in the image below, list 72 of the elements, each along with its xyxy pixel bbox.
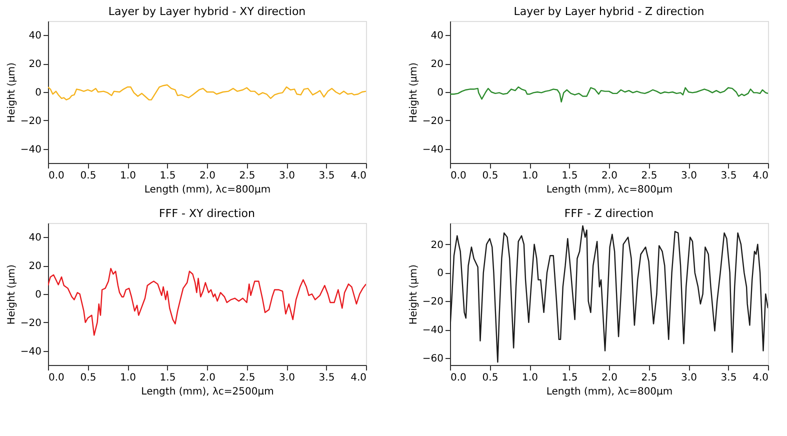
line-series bbox=[450, 225, 768, 363]
y-tick-label: −20 bbox=[20, 318, 42, 329]
y-axis-title: Height (µm) bbox=[6, 264, 18, 325]
x-tick-label: 3.5 bbox=[720, 372, 737, 384]
x-tick-label: 2.0 bbox=[602, 372, 618, 384]
y-tick-label: −20 bbox=[422, 116, 444, 127]
x-tick-label: 0.0 bbox=[48, 170, 64, 182]
y-tick-label: 0 bbox=[437, 88, 444, 98]
x-tick-label: 2.5 bbox=[239, 170, 256, 182]
chart-title: FFF - XY direction bbox=[159, 207, 255, 220]
x-tick-label: 4.0 bbox=[752, 372, 768, 384]
y-tick-label: −40 bbox=[422, 325, 444, 336]
x-axis-title: Length (mm), λc=800µm bbox=[546, 184, 673, 196]
y-tick-label: 20 bbox=[430, 59, 444, 70]
x-tick-label: 1.0 bbox=[522, 372, 538, 384]
x-tick-label: 1.5 bbox=[562, 372, 578, 384]
x-tick-label: 2.5 bbox=[239, 372, 256, 384]
y-tick-label: 40 bbox=[28, 30, 42, 42]
x-tick-label: 0.0 bbox=[450, 170, 466, 182]
x-tick-label: 2.5 bbox=[641, 372, 658, 384]
y-tick-label: 20 bbox=[430, 240, 444, 251]
x-tick-label: 0.5 bbox=[80, 170, 96, 182]
x-tick-label: 4.0 bbox=[350, 170, 366, 182]
x-tick-label: 3.0 bbox=[279, 170, 295, 182]
x-tick-label: 1.5 bbox=[160, 372, 176, 384]
x-tick-label: 4.0 bbox=[350, 372, 366, 384]
x-tick-label: 2.0 bbox=[200, 372, 216, 384]
x-tick-label: 0.5 bbox=[482, 170, 498, 182]
x-tick-label: 4.0 bbox=[752, 170, 768, 182]
chart-title: Layer by Layer hybrid - Z direction bbox=[514, 5, 704, 18]
x-tick-label: 0.0 bbox=[450, 372, 466, 384]
y-tick-label: −20 bbox=[422, 296, 444, 308]
y-tick-label: −40 bbox=[20, 144, 42, 156]
y-tick-label: 20 bbox=[28, 59, 42, 70]
y-tick-label: −40 bbox=[20, 346, 42, 358]
y-tick-label: −40 bbox=[422, 144, 444, 156]
x-tick-label: 1.5 bbox=[562, 170, 578, 182]
x-tick-label: 1.0 bbox=[120, 372, 136, 384]
line-series bbox=[48, 268, 366, 336]
x-axis-title: Length (mm), λc=800µm bbox=[144, 184, 271, 196]
x-tick-label: 0.0 bbox=[48, 372, 64, 384]
y-tick-label: 40 bbox=[430, 30, 444, 42]
x-axis-title: Length (mm), λc=2500µm bbox=[141, 386, 274, 398]
y-tick-label: 0 bbox=[437, 268, 444, 280]
x-tick-label: 3.5 bbox=[318, 372, 335, 384]
y-axis-title: Height (µm) bbox=[408, 62, 420, 123]
x-tick-label: 2.5 bbox=[641, 170, 658, 182]
x-tick-label: 3.0 bbox=[681, 170, 697, 182]
x-tick-label: 0.5 bbox=[482, 372, 498, 384]
line-series bbox=[450, 86, 768, 103]
x-tick-label: 2.0 bbox=[602, 170, 618, 182]
x-tick-label: 1.0 bbox=[120, 170, 136, 182]
y-tick-label: 40 bbox=[28, 232, 42, 244]
x-tick-label: 3.0 bbox=[681, 372, 697, 384]
x-tick-label: 3.5 bbox=[720, 170, 737, 182]
y-tick-label: 0 bbox=[35, 88, 42, 98]
y-tick-label: 0 bbox=[35, 290, 42, 300]
y-tick-label: −60 bbox=[422, 353, 444, 364]
x-tick-label: 1.0 bbox=[522, 170, 538, 182]
x-tick-label: 1.5 bbox=[160, 170, 176, 182]
y-axis-title: Height (µm) bbox=[408, 264, 420, 325]
y-tick-label: −20 bbox=[20, 116, 42, 127]
y-axis-title: Height (µm) bbox=[6, 62, 18, 123]
x-tick-label: 2.0 bbox=[200, 170, 216, 182]
x-tick-label: 0.5 bbox=[80, 372, 96, 384]
chart-title: FFF - Z direction bbox=[564, 207, 654, 220]
line-series bbox=[48, 84, 366, 100]
x-axis-title: Length (mm), λc=800µm bbox=[546, 386, 673, 398]
y-tick-label: 20 bbox=[28, 261, 42, 272]
x-tick-label: 3.0 bbox=[279, 372, 295, 384]
x-tick-label: 3.5 bbox=[318, 170, 335, 182]
chart-title: Layer by Layer hybrid - XY direction bbox=[108, 5, 306, 18]
